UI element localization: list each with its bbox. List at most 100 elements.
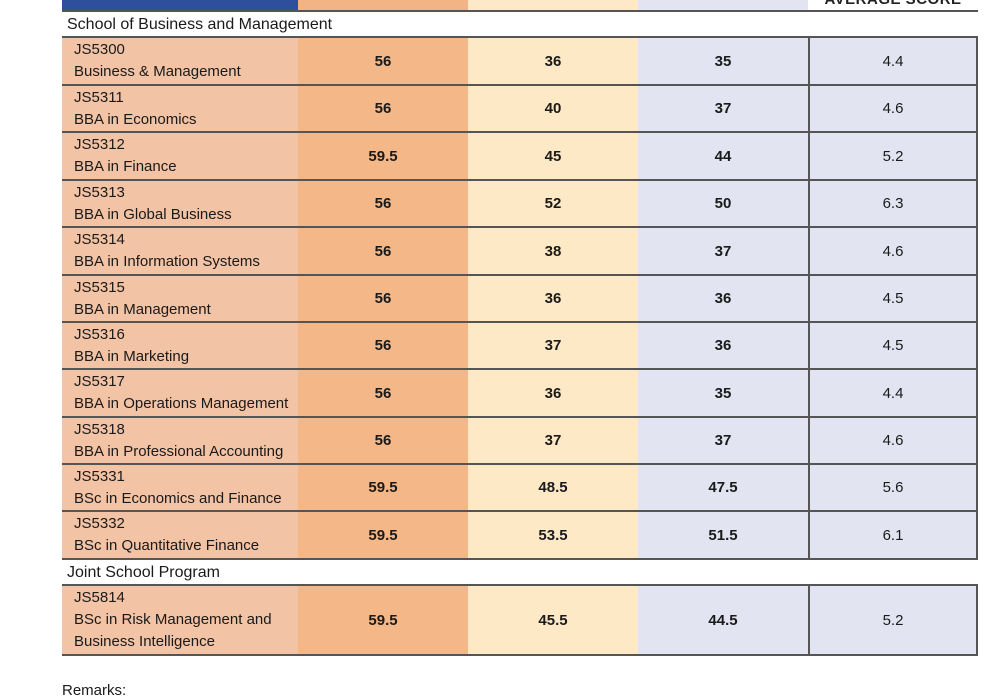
table-row: JS5300 Business & Management 56 36 35 4.4 (62, 38, 978, 86)
score-col3: 37 (638, 228, 808, 274)
program-cell: JS5315 BBA in Management (62, 276, 298, 321)
score-col2: 38 (468, 228, 638, 274)
score-col1: 56 (298, 276, 468, 321)
table-row: JS5314 BBA in Information Systems 56 38 3… (62, 228, 978, 276)
score-col1: 56 (298, 418, 468, 463)
program-cell: JS5331 BSc in Economics and Finance (62, 465, 298, 510)
program-code: JS5814 (74, 589, 125, 606)
score-col3: 50 (638, 181, 808, 226)
header-band-program (62, 0, 298, 10)
score-col1: 59.5 (298, 133, 468, 179)
program-code: JS5311 (74, 88, 124, 106)
score-col3: 35 (638, 370, 808, 416)
program-name: BBA in Global Business (74, 205, 232, 223)
header-band-col2 (468, 0, 638, 10)
program-code: JS5312 (74, 136, 125, 153)
table-row: JS5331 BSc in Economics and Finance 59.5 … (62, 465, 978, 512)
program-name: BBA in Marketing (74, 347, 190, 365)
average-score: 4.6 (808, 418, 978, 463)
program-name: BBA in Operations Management (74, 395, 289, 412)
average-score: 5.6 (808, 465, 978, 510)
score-col3: 47.5 (638, 465, 808, 510)
average-score: 4.4 (808, 370, 978, 416)
score-col3: 36 (638, 323, 808, 368)
score-col1: 56 (298, 323, 468, 368)
program-name: Business & Management (74, 63, 241, 80)
score-col2: 37 (468, 323, 638, 368)
program-code: JS5313 (74, 183, 125, 201)
score-col1: 59.5 (298, 586, 468, 654)
score-col2: 36 (468, 38, 638, 84)
average-score: 5.2 (808, 586, 978, 654)
score-col2: 45 (468, 133, 638, 179)
program-name-line2: Business Intelligence (74, 633, 215, 650)
table-row: JS5311 BBA in Economics 56 40 37 4.6 (62, 86, 978, 133)
program-cell: JS5317 BBA in Operations Management (62, 370, 298, 416)
program-code: JS5316 (74, 325, 125, 343)
score-col3: 37 (638, 86, 808, 131)
header-divider (62, 10, 978, 12)
table-row: JS5313 BBA in Global Business 56 52 50 6.… (62, 181, 978, 228)
score-col3: 35 (638, 38, 808, 84)
score-col2: 45.5 (468, 586, 638, 654)
average-score: 6.3 (808, 181, 978, 226)
program-cell: JS5332 BSc in Quantitative Finance (62, 512, 298, 558)
table-row: JS5312 BBA in Finance 59.5 45 44 5.2 (62, 133, 978, 181)
program-name: BBA in Management (74, 300, 211, 318)
score-col3: 44.5 (638, 586, 808, 654)
program-cell: JS5313 BBA in Global Business (62, 181, 298, 226)
program-cell: JS5814 BSc in Risk Management and Business… (62, 586, 298, 654)
table-row: JS5814 BSc in Risk Management and Business… (62, 586, 978, 656)
score-col2: 37 (468, 418, 638, 463)
average-score: 4.6 (808, 228, 978, 274)
score-col2: 48.5 (468, 465, 638, 510)
score-col1: 56 (298, 181, 468, 226)
average-score: 4.6 (808, 86, 978, 131)
program-code: JS5332 (74, 515, 125, 532)
header-band-col1 (298, 0, 468, 10)
program-name: BBA in Professional Accounting (74, 442, 284, 460)
table-row: JS5315 BBA in Management 56 36 36 4.5 (62, 276, 978, 323)
program-cell: JS5314 BBA in Information Systems (62, 228, 298, 274)
score-col2: 53.5 (468, 512, 638, 558)
average-score: 6.1 (808, 512, 978, 558)
score-col1: 59.5 (298, 512, 468, 558)
average-score: 4.5 (808, 323, 978, 368)
section-title: Joint School Program (62, 560, 978, 586)
average-score: 5.2 (808, 133, 978, 179)
score-col3: 51.5 (638, 512, 808, 558)
score-col3: 37 (638, 418, 808, 463)
program-code: JS5315 (74, 278, 125, 296)
program-name: BBA in Economics (74, 110, 197, 128)
program-code: JS5314 (74, 231, 125, 248)
score-col1: 56 (298, 370, 468, 416)
score-col2: 36 (468, 370, 638, 416)
program-name: BSc in Risk Management and (74, 611, 272, 628)
score-col1: 56 (298, 38, 468, 84)
score-col2: 36 (468, 276, 638, 321)
header-band-col3 (638, 0, 808, 10)
score-col1: 56 (298, 228, 468, 274)
table-row: JS5317 BBA in Operations Management 56 36… (62, 370, 978, 418)
score-col1: 59.5 (298, 465, 468, 510)
program-name: BBA in Information Systems (74, 253, 260, 270)
program-code: JS5317 (74, 373, 125, 390)
score-col3: 44 (638, 133, 808, 179)
score-col1: 56 (298, 86, 468, 131)
program-name: BBA in Finance (74, 158, 177, 175)
score-col3: 36 (638, 276, 808, 321)
score-col2: 52 (468, 181, 638, 226)
program-code: JS5331 (74, 467, 125, 485)
program-name: BSc in Quantitative Finance (74, 537, 260, 554)
table-row: JS5332 BSc in Quantitative Finance 59.5 5… (62, 512, 978, 560)
remarks-label: Remarks: (62, 682, 127, 699)
section-title: School of Business and Management (62, 12, 978, 38)
average-score: 4.5 (808, 276, 978, 321)
program-cell: JS5311 BBA in Economics (62, 86, 298, 131)
program-cell: JS5316 BBA in Marketing (62, 323, 298, 368)
program-name: BSc in Economics and Finance (74, 489, 282, 507)
average-score: 4.4 (808, 38, 978, 84)
score-col2: 40 (468, 86, 638, 131)
program-cell: JS5318 BBA in Professional Accounting (62, 418, 298, 463)
program-cell: JS5300 Business & Management (62, 38, 298, 84)
